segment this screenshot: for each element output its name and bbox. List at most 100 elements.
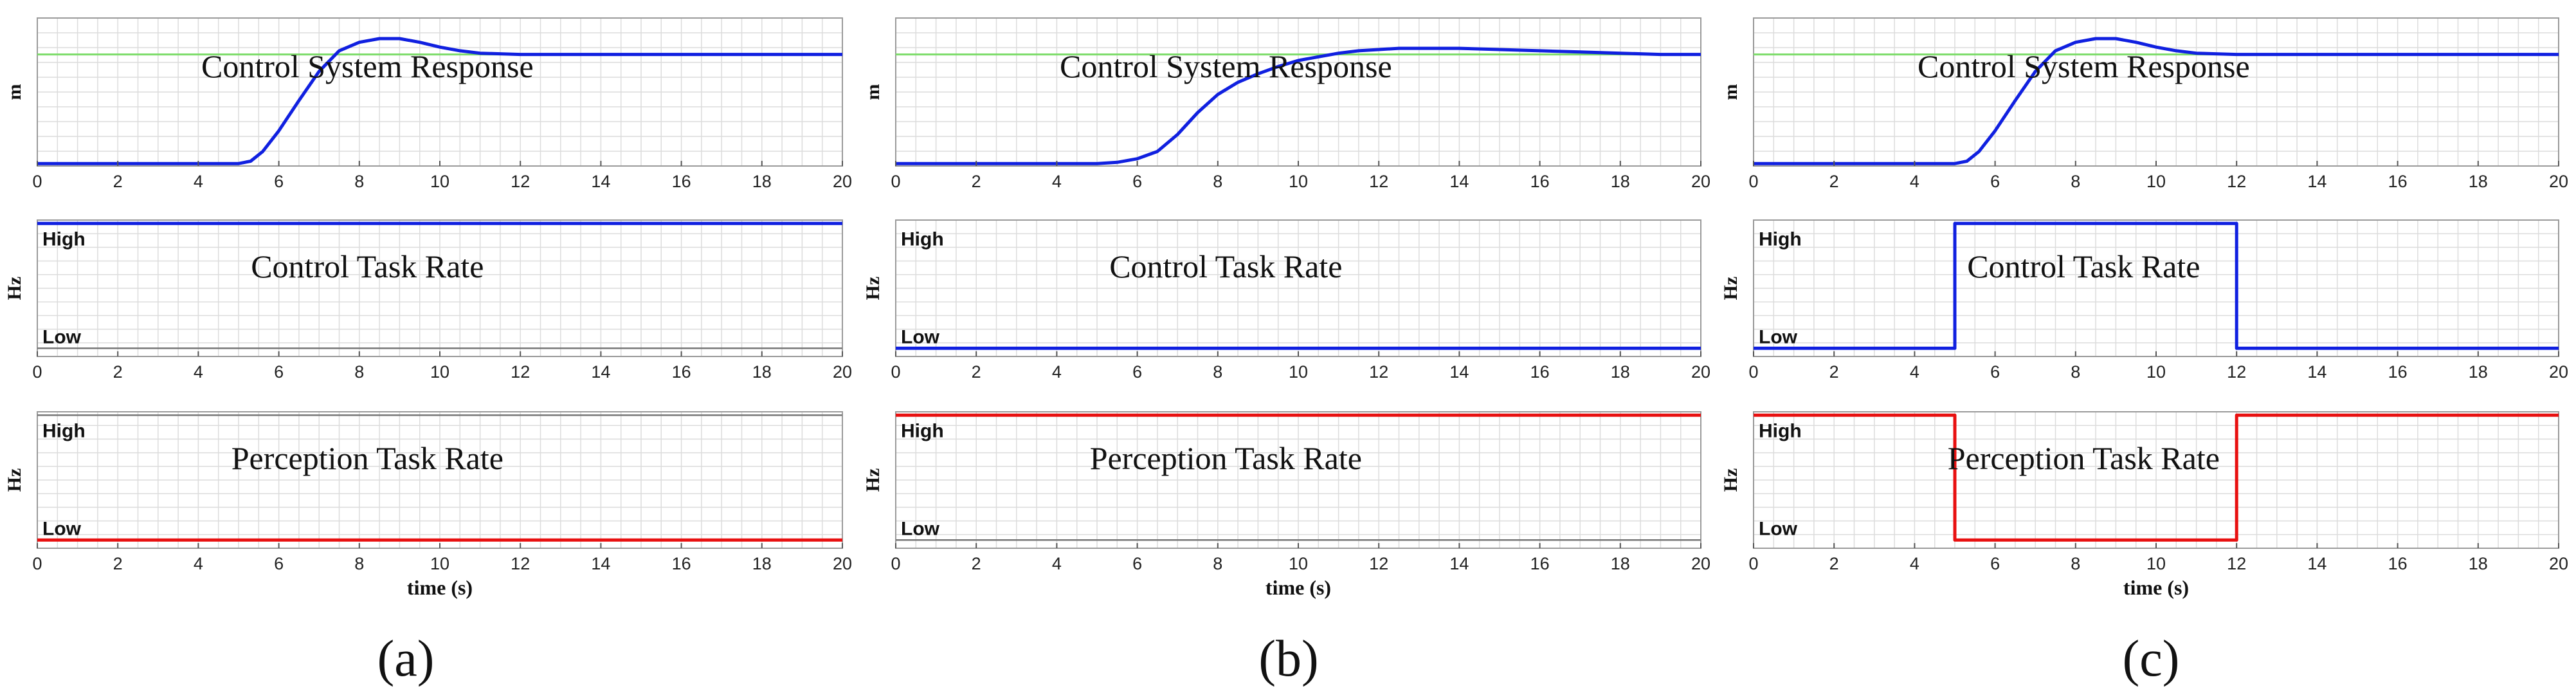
x-tick-label: 8 (2071, 362, 2080, 382)
x-tick-label: 0 (32, 172, 42, 191)
grid (895, 18, 1701, 166)
chart-title: Control Task Rate (1967, 248, 2200, 284)
x-axis-ticks: 0 2 4 6 8 10 12 14 16 18 20 (1748, 161, 2568, 191)
x-tick-label: 20 (2549, 172, 2568, 191)
x-tick-label: 18 (1611, 554, 1630, 573)
chart-title: Control System Response (201, 48, 534, 84)
x-tick-label: 18 (752, 172, 772, 191)
chart-a-control: 0 2 4 6 8 10 12 14 16 18 20 Hz Control Task Rate High… (4, 219, 852, 382)
series-response (896, 46, 1701, 165)
x-tick-label: 16 (2388, 554, 2408, 573)
x-tick-label: 14 (1449, 362, 1469, 382)
level-label-high: High (901, 420, 944, 441)
x-tick-label: 18 (2469, 172, 2488, 191)
x-tick-label: 0 (32, 554, 42, 573)
x-tick-label: 10 (2146, 362, 2166, 382)
x-tick-label: 2 (1829, 172, 1839, 191)
x-tick-label: 0 (1748, 362, 1758, 382)
x-axis-ticks: 0 2 4 6 8 10 12 14 16 18 20 (891, 161, 1710, 191)
x-tick-label: 20 (833, 362, 852, 382)
x-axis-label: time (s) (407, 576, 473, 599)
x-tick-label: 8 (1213, 554, 1222, 573)
x-tick-label: 6 (1990, 554, 2000, 573)
y-axis-label: Hz (1720, 468, 1741, 492)
x-tick-label: 10 (1289, 554, 1308, 573)
x-axis-label: time (s) (1265, 576, 1331, 599)
x-tick-label: 8 (1213, 362, 1222, 382)
series-response (1754, 37, 2559, 165)
chart-a-perception: 0 2 4 6 8 10 12 14 16 18 20 Hz Perception Task Rate H… (4, 411, 852, 599)
x-tick-label: 14 (1449, 172, 1469, 191)
x-tick-label: 20 (833, 554, 852, 573)
x-tick-label: 18 (2469, 554, 2488, 573)
x-axis-ticks: 0 2 4 6 8 10 12 14 16 18 20 (891, 351, 1710, 382)
level-label-high: High (1759, 228, 1802, 250)
x-tick-label: 12 (2227, 362, 2246, 382)
x-tick-label: 14 (2307, 554, 2327, 573)
x-tick-label: 8 (354, 362, 364, 382)
x-tick-label: 18 (1611, 362, 1630, 382)
chart-c-control: 0 2 4 6 8 10 12 14 16 18 20 Hz Control Task Rate High… (1720, 219, 2568, 382)
level-label-low: Low (42, 518, 82, 539)
x-tick-label: 18 (752, 554, 772, 573)
level-label-high: High (42, 228, 86, 250)
x-axis-label: time (s) (2123, 576, 2189, 599)
x-tick-label: 10 (430, 554, 449, 573)
x-tick-label: 6 (274, 554, 284, 573)
x-tick-label: 16 (672, 554, 691, 573)
chart-title: Control Task Rate (251, 248, 484, 284)
x-tick-label: 6 (274, 362, 284, 382)
x-tick-label: 16 (672, 362, 691, 382)
x-tick-label: 10 (2146, 172, 2166, 191)
x-tick-label: 10 (430, 172, 449, 191)
x-tick-label: 4 (1910, 554, 1919, 573)
y-axis-label: m (4, 84, 25, 100)
grid (895, 220, 1701, 356)
x-tick-label: 4 (194, 362, 203, 382)
x-tick-label: 6 (1132, 362, 1142, 382)
grid (37, 220, 843, 356)
chart-title: Perception Task Rate (1090, 440, 1362, 476)
x-axis-ticks: 0 2 4 6 8 10 12 14 16 18 20 (891, 543, 1710, 573)
x-tick-label: 12 (2227, 554, 2246, 573)
chart-title: Perception Task Rate (1948, 440, 2220, 476)
x-tick-label: 2 (972, 172, 981, 191)
level-label-high: High (901, 228, 944, 250)
x-tick-label: 8 (354, 172, 364, 191)
x-tick-label: 16 (1530, 362, 1550, 382)
panel-label-a: (a) (377, 631, 435, 687)
x-tick-label: 0 (891, 362, 900, 382)
x-tick-label: 8 (354, 554, 364, 573)
x-tick-label: 0 (32, 362, 42, 382)
chart-c-response: 0 2 4 6 8 10 12 14 16 18 20 m Control System Respons… (1720, 17, 2568, 191)
x-tick-label: 12 (1369, 554, 1388, 573)
x-tick-label: 20 (1691, 554, 1710, 573)
grid (1753, 412, 2559, 548)
x-tick-label: 2 (972, 554, 981, 573)
y-axis-label: Hz (4, 468, 25, 492)
x-tick-label: 4 (194, 172, 203, 191)
grid (37, 412, 843, 548)
level-label-low: Low (901, 326, 940, 347)
x-tick-label: 2 (113, 554, 123, 573)
level-label-high: High (1759, 420, 1802, 441)
grid (1753, 220, 2559, 356)
chart-a-response: 0 2 4 6 8 10 12 14 16 18 20 m Control System Respons… (4, 17, 852, 191)
series-response (37, 37, 842, 165)
x-tick-label: 4 (1052, 362, 1062, 382)
y-axis-label: Hz (4, 277, 25, 300)
panel-label-c: (c) (2123, 631, 2180, 687)
level-label-low: Low (1759, 326, 1798, 347)
chart-title: Control System Response (1918, 48, 2250, 84)
x-tick-label: 0 (1748, 172, 1758, 191)
x-tick-label: 12 (2227, 172, 2246, 191)
level-label-low: Low (901, 518, 940, 539)
x-tick-label: 6 (1990, 172, 2000, 191)
x-tick-label: 8 (1213, 172, 1222, 191)
chart-b-control: 0 2 4 6 8 10 12 14 16 18 20 Hz Control Task Rate High… (862, 219, 1710, 382)
x-tick-label: 14 (2307, 172, 2327, 191)
grid (895, 412, 1701, 548)
x-tick-label: 0 (1748, 554, 1758, 573)
chart-title: Control System Response (1060, 48, 1392, 84)
x-tick-label: 8 (2071, 172, 2080, 191)
